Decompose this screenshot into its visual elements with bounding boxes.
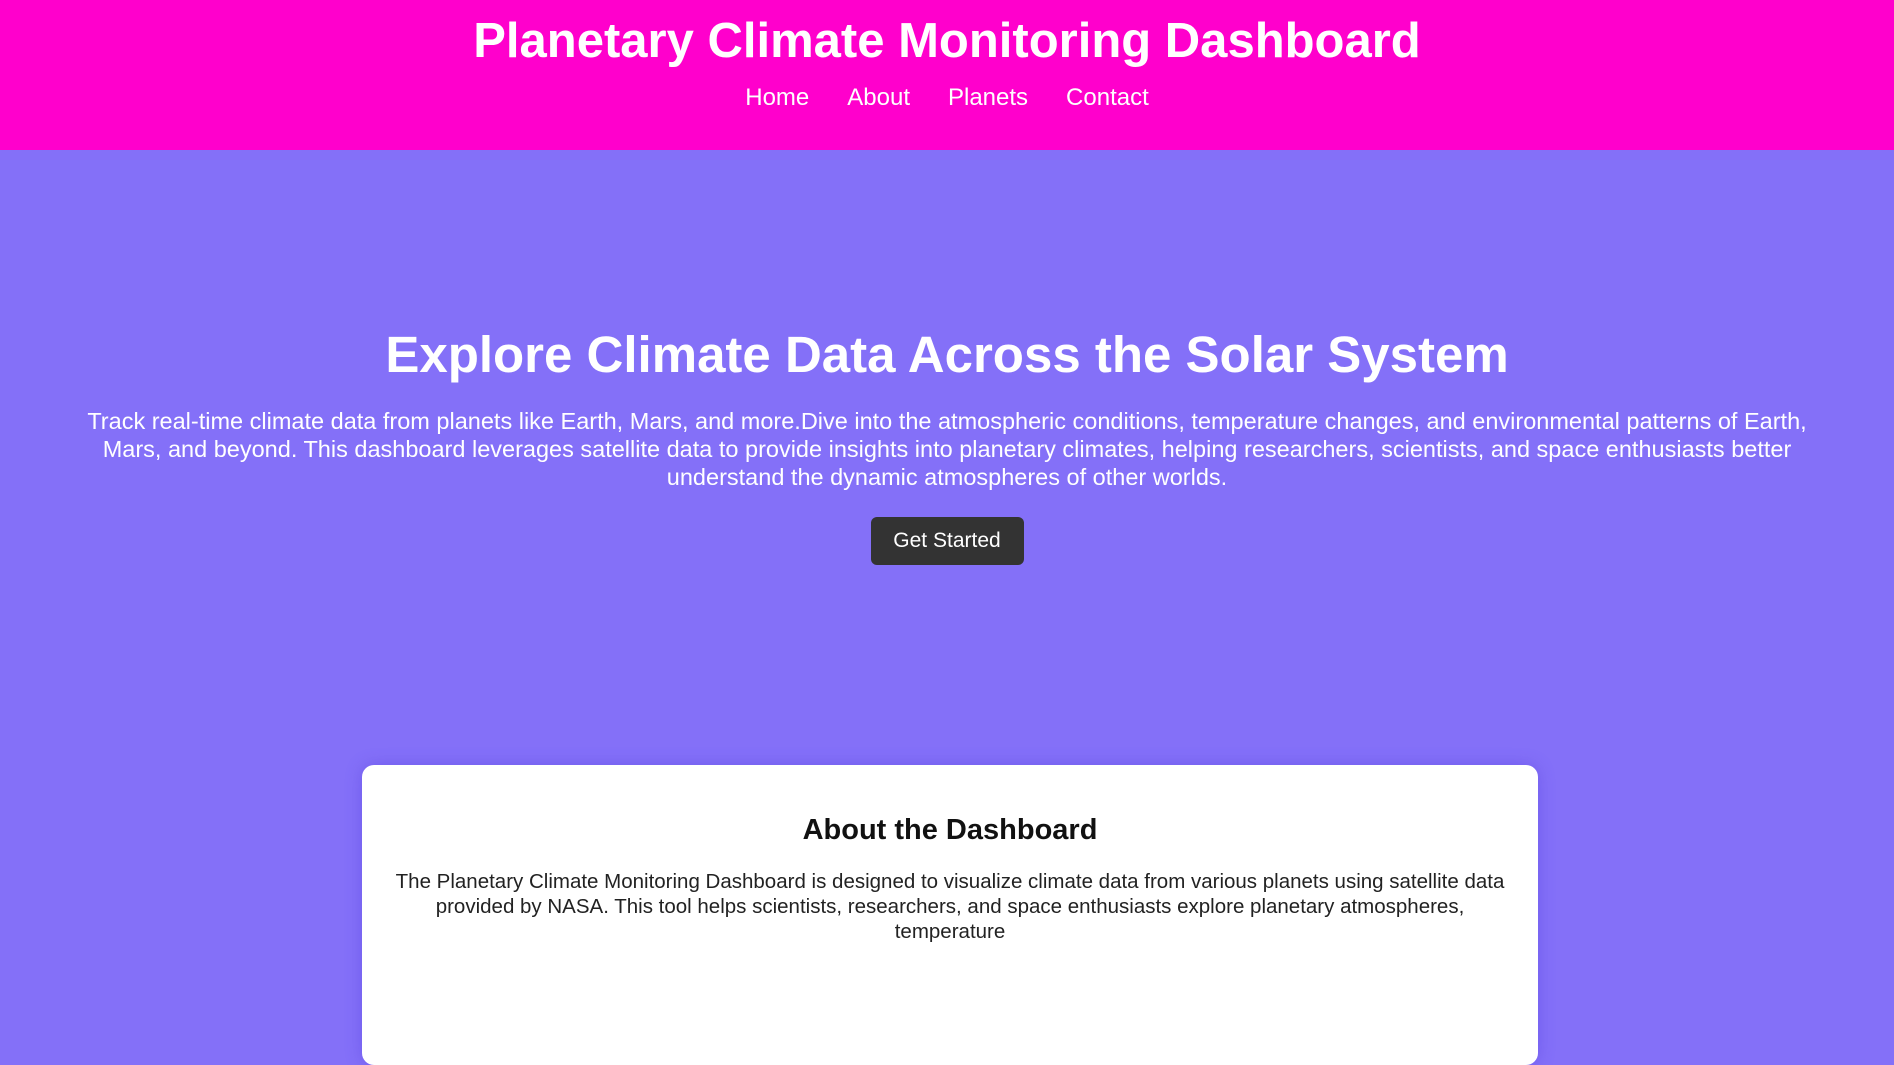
nav-link[interactable]: Contact [1066, 84, 1149, 111]
hero-text: Track real-time climate data from planet… [87, 408, 1807, 490]
nav: Home About Planets Contact [0, 82, 1894, 114]
about-text: The Planetary Climate Monitoring Dashboa… [395, 870, 1505, 943]
about-title: About the Dashboard [802, 814, 1098, 846]
site-title: Planetary Climate Monitoring Dashboard [473, 14, 1421, 68]
header: Planetary Climate Monitoring Dashboard H… [0, 0, 1894, 150]
get-started-button[interactable]: Get Started [870, 517, 1024, 565]
hero-title: Explore Climate Data Across the Solar Sy… [385, 326, 1509, 383]
hero: Explore Climate Data Across the Solar Sy… [0, 150, 1894, 765]
nav-link[interactable]: About [847, 84, 910, 111]
nav-link[interactable]: Home [745, 84, 810, 111]
nav-link[interactable]: Planets [947, 84, 1029, 111]
about-card: About the Dashboard The Planetary Climat… [362, 765, 1538, 1065]
